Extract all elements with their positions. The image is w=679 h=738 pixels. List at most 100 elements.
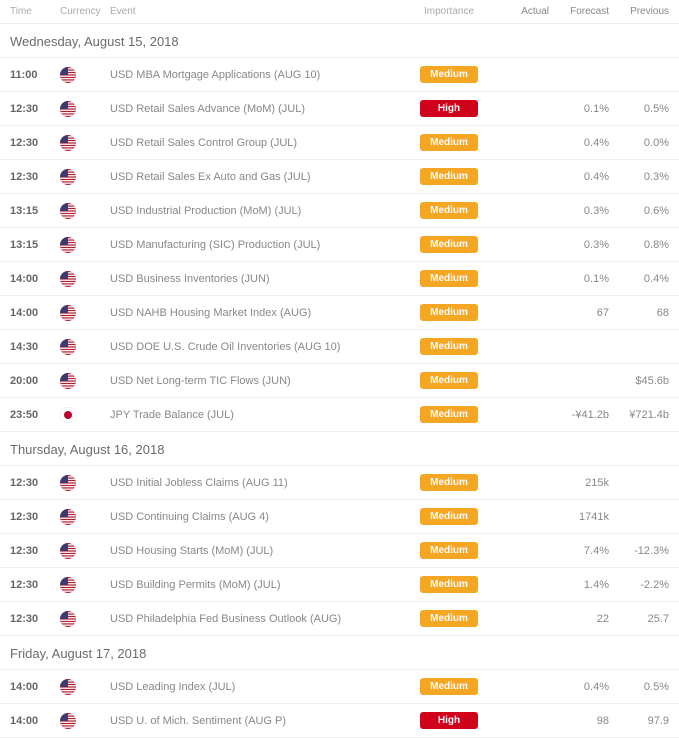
event-time: 13:15: [10, 239, 60, 251]
event-row[interactable]: 12:30USD Retail Sales Control Group (JUL…: [0, 126, 679, 160]
day-header: Wednesday, August 15, 2018: [0, 24, 679, 58]
event-importance: High: [409, 100, 489, 117]
importance-badge: Medium: [420, 372, 478, 389]
header-time: Time: [10, 6, 60, 17]
event-previous: -12.3%: [609, 545, 669, 557]
importance-badge: Medium: [420, 304, 478, 321]
us-flag-icon: [60, 713, 76, 729]
event-flag: [60, 611, 110, 627]
event-row[interactable]: 13:15USD Manufacturing (SIC) Production …: [0, 228, 679, 262]
event-forecast: 0.1%: [549, 273, 609, 285]
event-forecast: 22: [549, 613, 609, 625]
event-row[interactable]: 20:00 USD Net Long-term TIC Flows (JUN) Me…: [0, 364, 679, 398]
event-flag: [60, 577, 110, 593]
event-forecast: -¥41.2b: [549, 409, 609, 421]
importance-badge: Medium: [420, 134, 478, 151]
event-row[interactable]: 14:00USD NAHB Housing Market Index (AUG)…: [0, 296, 679, 330]
event-row[interactable]: 12:30USD Continuing Claims (AUG 4)Medium…: [0, 500, 679, 534]
event-time: 13:15: [10, 205, 60, 217]
event-importance: Medium: [409, 542, 489, 559]
event-previous: 97.9: [609, 715, 669, 727]
calendar-body: Wednesday, August 15, 201811:00USD MBA M…: [0, 24, 679, 738]
event-name: USD Net Long-term TIC Flows (JUN): [110, 375, 409, 387]
event-name: USD Building Permits (MoM) (JUL): [110, 579, 409, 591]
header-event: Event: [110, 6, 409, 17]
importance-badge: Medium: [420, 542, 478, 559]
event-flag: [60, 67, 110, 83]
event-previous: ¥721.4b: [609, 409, 669, 421]
event-row[interactable]: 14:30 USD DOE U.S. Crude Oil Inventories …: [0, 330, 679, 364]
us-flag-icon: [60, 67, 76, 83]
event-name: USD U. of Mich. Sentiment (AUG P): [110, 715, 409, 727]
us-flag-icon: [60, 339, 76, 355]
event-row[interactable]: 12:30USD Building Permits (MoM) (JUL)Med…: [0, 568, 679, 602]
event-previous: 0.5%: [609, 681, 669, 693]
event-importance: Medium: [409, 610, 489, 627]
event-previous: 0.3%: [609, 171, 669, 183]
event-row[interactable]: 14:00USD Leading Index (JUL)Medium0.4%0.…: [0, 670, 679, 704]
us-flag-icon: [60, 543, 76, 559]
event-time: 14:30: [10, 341, 60, 353]
event-previous: 0.4%: [609, 273, 669, 285]
us-flag-icon: [60, 509, 76, 525]
event-importance: Medium: [409, 508, 489, 525]
event-row[interactable]: 12:30USD Retail Sales Ex Auto and Gas (J…: [0, 160, 679, 194]
event-previous: -2.2%: [609, 579, 669, 591]
event-importance: Medium: [409, 66, 489, 83]
event-row[interactable]: 11:00USD MBA Mortgage Applications (AUG …: [0, 58, 679, 92]
event-flag: [60, 475, 110, 491]
event-name: USD Philadelphia Fed Business Outlook (A…: [110, 613, 409, 625]
event-name: USD MBA Mortgage Applications (AUG 10): [110, 69, 409, 81]
event-previous: $45.6b: [609, 375, 669, 387]
header-currency: Currency: [60, 6, 110, 17]
event-name: USD Business Inventories (JUN): [110, 273, 409, 285]
event-flag: [60, 407, 110, 423]
event-forecast: 7.4%: [549, 545, 609, 557]
event-previous: 0.0%: [609, 137, 669, 149]
event-row[interactable]: 14:00USD Business Inventories (JUN)Mediu…: [0, 262, 679, 296]
importance-badge: Medium: [420, 202, 478, 219]
event-time: 14:00: [10, 715, 60, 727]
event-time: 14:00: [10, 273, 60, 285]
event-forecast: 215k: [549, 477, 609, 489]
event-flag: [60, 679, 110, 695]
header-actual: Actual: [489, 6, 549, 17]
event-time: 23:50: [10, 409, 60, 421]
event-previous: 0.8%: [609, 239, 669, 251]
event-row[interactable]: 12:30USD Initial Jobless Claims (AUG 11)…: [0, 466, 679, 500]
event-time: 14:00: [10, 681, 60, 693]
us-flag-icon: [60, 611, 76, 627]
importance-badge: Medium: [420, 236, 478, 253]
event-row[interactable]: 13:15USD Industrial Production (MoM) (JU…: [0, 194, 679, 228]
event-forecast: 0.3%: [549, 239, 609, 251]
event-previous: 0.5%: [609, 103, 669, 115]
event-flag: [60, 543, 110, 559]
event-row[interactable]: 12:30USD Retail Sales Advance (MoM) (JUL…: [0, 92, 679, 126]
event-flag: [60, 305, 110, 321]
importance-badge: High: [420, 712, 478, 729]
jp-flag-icon: [60, 407, 76, 423]
importance-badge: Medium: [420, 168, 478, 185]
importance-badge: Medium: [420, 406, 478, 423]
event-row[interactable]: 12:30USD Housing Starts (MoM) (JUL)Mediu…: [0, 534, 679, 568]
us-flag-icon: [60, 305, 76, 321]
event-time: 20:00: [10, 375, 60, 387]
event-row[interactable]: 23:50 JPY Trade Balance (JUL) Medium -¥41.2…: [0, 398, 679, 432]
event-time: 12:30: [10, 477, 60, 489]
event-flag: [60, 509, 110, 525]
event-row[interactable]: 12:30USD Philadelphia Fed Business Outlo…: [0, 602, 679, 636]
us-flag-icon: [60, 577, 76, 593]
calendar-header: Time Currency Event Importance Actual Fo…: [0, 0, 679, 24]
event-importance: Medium: [409, 406, 489, 423]
event-name: JPY Trade Balance (JUL): [110, 409, 409, 421]
event-name: USD Leading Index (JUL): [110, 681, 409, 693]
us-flag-icon: [60, 101, 76, 117]
us-flag-icon: [60, 135, 76, 151]
event-name: USD DOE U.S. Crude Oil Inventories (AUG …: [110, 341, 409, 353]
us-flag-icon: [60, 679, 76, 695]
event-time: 12:30: [10, 579, 60, 591]
day-header: Thursday, August 16, 2018: [0, 432, 679, 466]
us-flag-icon: [60, 203, 76, 219]
importance-badge: Medium: [420, 508, 478, 525]
event-row[interactable]: 14:00 USD U. of Mich. Sentiment (AUG P) Hi…: [0, 704, 679, 738]
